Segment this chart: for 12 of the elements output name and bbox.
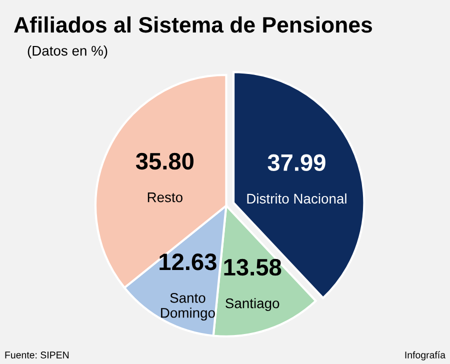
data-label: 35.80 xyxy=(136,152,194,170)
chart-title: Afiliados al Sistema de Pensiones xyxy=(14,16,372,33)
source-note: Fuente: SIPEN xyxy=(5,352,69,358)
data-label: 13.58 xyxy=(224,258,282,276)
data-label: 37.99 xyxy=(268,154,326,172)
slice-label: Santiago xyxy=(226,298,280,312)
slice-label: Distrito Nacional xyxy=(247,193,346,204)
slice-label: Resto xyxy=(148,192,182,202)
chart-subtitle: (Datos en %) xyxy=(28,46,108,58)
data-label: 12.63 xyxy=(160,254,216,270)
text: Infografía xyxy=(405,351,446,360)
slice-label: Santo Domingo xyxy=(161,293,215,321)
